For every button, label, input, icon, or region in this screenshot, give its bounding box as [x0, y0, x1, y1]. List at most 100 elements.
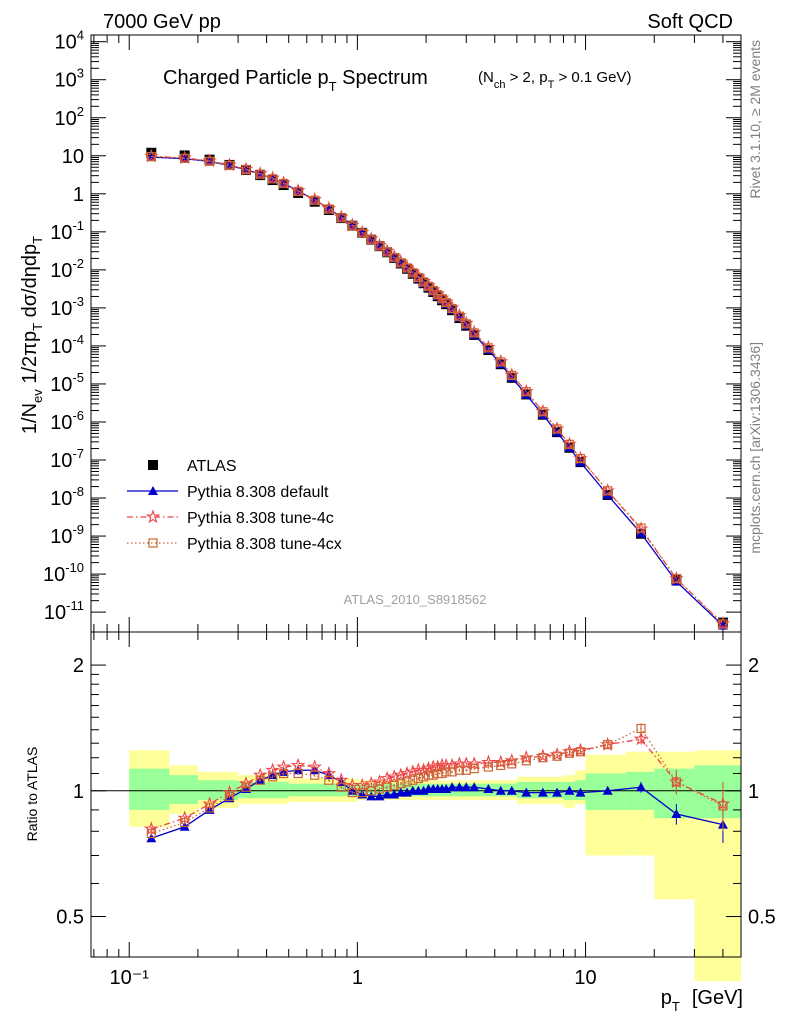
chart-subtitle: (Nch > 2, pT > 0.1 GeV)	[478, 69, 631, 91]
data-point	[224, 160, 235, 171]
data-point	[366, 235, 376, 245]
source-label: mcplots.cern.ch [arXiv:1306.3436]	[747, 342, 763, 554]
x-tick-label: 1	[352, 967, 363, 989]
data-point	[389, 252, 399, 263]
data-point	[575, 787, 586, 797]
x-tick-label: 10⁻¹	[109, 967, 149, 989]
data-point	[382, 247, 392, 257]
data-point	[307, 759, 322, 774]
data-point	[267, 174, 278, 184]
ratio-y-tick-label-right: 1	[748, 781, 759, 803]
legend-entry: Pythia 8.308 tune-4c	[127, 509, 334, 527]
data-point	[603, 740, 613, 750]
main-series-layer	[144, 147, 731, 631]
legend-label: Pythia 8.308 tune-4c	[187, 510, 334, 527]
data-point	[454, 311, 465, 321]
ratio-y-tick-label: 1	[73, 781, 84, 803]
y-tick-label: 10-2	[50, 256, 84, 282]
ratio-series-layer	[144, 723, 731, 843]
data-point	[347, 221, 357, 231]
data-point	[204, 156, 215, 166]
data-point	[357, 788, 367, 798]
data-point	[441, 767, 451, 777]
data-point	[180, 153, 190, 163]
legend: ATLAS Pythia 8.308 default Pythia 8.308 tu…	[127, 458, 342, 553]
data-point	[382, 782, 392, 792]
y-tick-label: 10-7	[50, 446, 84, 472]
legend-entry: ATLAS	[148, 458, 237, 475]
data-point	[372, 774, 387, 789]
data-point	[408, 268, 418, 278]
data-point	[324, 204, 334, 214]
data-point	[552, 751, 562, 761]
data-point	[466, 756, 482, 771]
ratio-series-pythia-8-308-tune-4cx	[146, 723, 728, 839]
rivet-version-label: Rivet 3.1.10, ≥ 2M events	[747, 40, 763, 199]
y-tick-label: 10-3	[50, 294, 84, 320]
data-point	[636, 782, 647, 792]
main-y-axis-label: 1/Nev 1/2πpT dσ/dηdpT	[19, 236, 45, 434]
stat-uncertainty-band	[129, 768, 170, 810]
data-point	[389, 780, 399, 791]
data-point	[496, 357, 506, 367]
y-tick-label: 10-5	[50, 370, 84, 396]
data-point	[483, 343, 493, 353]
data-point	[396, 779, 406, 789]
stat-uncertainty-band	[197, 780, 239, 801]
data-point	[347, 788, 357, 798]
data-point	[633, 731, 649, 746]
series-line	[151, 156, 724, 627]
data-point	[718, 801, 728, 811]
data-point	[671, 574, 681, 584]
data-point	[396, 258, 406, 268]
ratio-y-tick-label: 2	[73, 655, 84, 677]
series-pythia-8-308-default	[146, 152, 728, 630]
y-tick-label: 10	[62, 146, 84, 168]
ratio-y-tick-label-right: 2	[748, 655, 759, 677]
y-tick-label: 104	[55, 28, 84, 54]
ratio-y-tick-label: 0.5	[56, 907, 84, 929]
series-line	[151, 156, 724, 625]
data-point	[483, 783, 494, 793]
data-point	[402, 777, 412, 787]
data-point	[290, 757, 306, 772]
data-point	[402, 263, 412, 273]
data-point	[374, 241, 385, 251]
legend-entry: Pythia 8.308 default	[127, 484, 329, 501]
data-point	[538, 407, 548, 417]
y-tick-label: 10-4	[50, 332, 84, 358]
main-axis-ticks: 10-1110-1010-910-810-710-610-510-410-310…	[43, 28, 741, 632]
data-point	[405, 764, 421, 779]
header-right: Soft QCD	[647, 11, 733, 33]
legend-entry: Pythia 8.308 tune-4cx	[127, 536, 342, 553]
data-point	[293, 186, 303, 197]
data-point	[148, 460, 158, 470]
y-tick-label: 1	[73, 184, 84, 206]
data-point	[521, 787, 532, 797]
data-point	[521, 387, 531, 397]
data-point	[366, 791, 377, 801]
data-point	[255, 169, 265, 179]
data-point	[204, 803, 215, 813]
y-tick-label: 10-10	[43, 560, 84, 586]
data-point	[374, 791, 385, 801]
data-point	[441, 297, 451, 308]
data-point	[575, 747, 586, 757]
data-point	[267, 772, 278, 782]
data-point	[575, 453, 586, 464]
data-point	[564, 439, 575, 449]
x-axis-label: pT [GeV]	[661, 987, 743, 1014]
chart-title: Charged Particle pT Spectrum	[163, 67, 428, 94]
data-point	[454, 782, 465, 792]
data-point	[496, 760, 506, 771]
data-point	[252, 767, 268, 782]
y-tick-label: 10-1	[50, 218, 84, 244]
data-point	[454, 765, 465, 775]
data-point	[399, 765, 415, 780]
data-point	[603, 486, 613, 496]
x-tick-label: 10	[574, 967, 596, 989]
data-point	[552, 424, 562, 434]
data-point	[224, 791, 235, 801]
data-point	[575, 457, 586, 467]
